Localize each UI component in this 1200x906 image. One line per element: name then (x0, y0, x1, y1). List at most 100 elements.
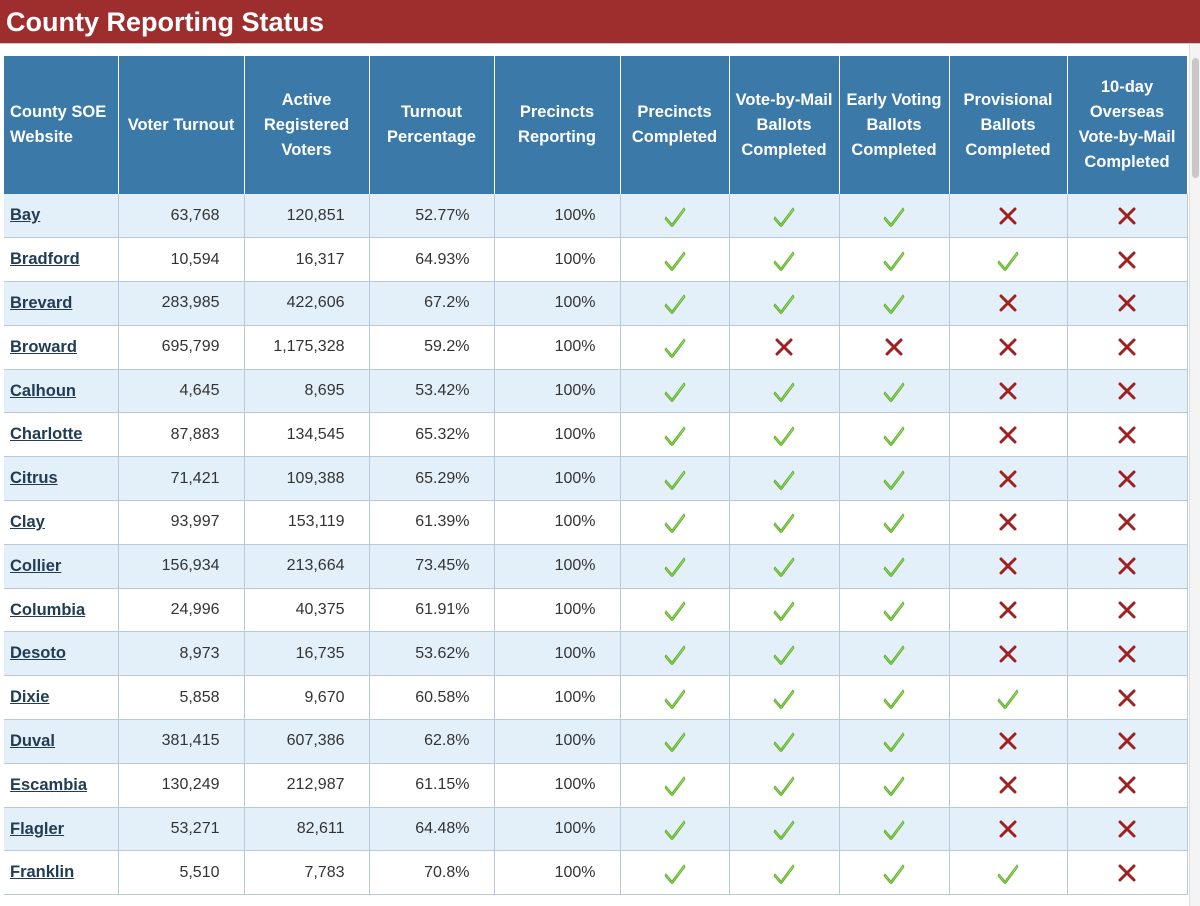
check-icon (883, 818, 905, 840)
precincts-reporting-cell: 100% (494, 412, 621, 458)
check-icon (773, 643, 795, 665)
county-link[interactable]: Columbia (10, 600, 86, 619)
scrollbar-thumb[interactable] (1192, 58, 1199, 178)
provisional-completed-cell (949, 412, 1068, 458)
cross-icon (1116, 292, 1138, 314)
county-cell: Escambia (4, 763, 119, 808)
provisional-completed-cell (949, 500, 1068, 545)
check-icon (883, 599, 905, 621)
header-overseas-completed: 10-day Overseas Vote-by-Mail Completed (1067, 56, 1188, 194)
turnout-percentage-cell: 61.91% (369, 588, 495, 633)
voter-turnout-cell: 93,997 (118, 500, 245, 545)
registered-voters-cell: 82,611 (244, 807, 370, 852)
vbm-completed-cell (729, 763, 840, 808)
table-row: Bay 63,768 120,851 52.77% 100% (4, 194, 1188, 239)
cross-icon (997, 599, 1019, 621)
check-icon (664, 336, 686, 359)
county-link[interactable]: Charlotte (10, 425, 83, 444)
cross-icon (1116, 336, 1138, 358)
cross-icon (1116, 424, 1138, 446)
precincts-reporting-cell: 100% (494, 325, 621, 370)
header-county: County SOE Website (4, 56, 119, 194)
check-icon (997, 862, 1019, 884)
voter-turnout-cell: 24,996 (118, 588, 245, 633)
check-icon (773, 599, 795, 621)
cross-icon (1116, 555, 1138, 577)
header-row: County SOE Website Voter Turnout Active … (4, 56, 1188, 194)
check-icon (883, 249, 905, 271)
county-link[interactable]: Bay (10, 206, 41, 225)
check-icon (664, 862, 686, 884)
provisional-completed-cell (949, 675, 1068, 721)
voter-turnout-cell: 4,645 (118, 369, 245, 414)
county-cell: Desoto (4, 631, 119, 677)
table-row: Clay 93,997 153,119 61.39% 100% (4, 500, 1188, 545)
cross-icon (997, 643, 1019, 665)
check-icon (773, 292, 795, 315)
cross-icon (883, 336, 905, 358)
vbm-completed-cell (729, 588, 840, 633)
county-link[interactable]: Duval (10, 731, 55, 750)
precincts-completed-cell (620, 850, 730, 896)
county-link[interactable]: Clay (10, 512, 45, 531)
vbm-completed-cell (729, 675, 840, 721)
table-row: Brevard 283,985 422,606 67.2% 100% (4, 281, 1188, 326)
voter-turnout-cell: 8,973 (118, 631, 245, 677)
vbm-completed-cell (729, 631, 840, 677)
cross-icon (1116, 643, 1138, 665)
county-link[interactable]: Calhoun (10, 381, 76, 400)
registered-voters-cell: 1,175,328 (244, 325, 370, 370)
overseas-completed-cell (1067, 719, 1188, 764)
registered-voters-cell: 120,851 (244, 194, 370, 239)
check-icon (773, 862, 795, 884)
voter-turnout-cell: 381,415 (118, 719, 245, 764)
vbm-completed-cell (729, 456, 840, 502)
county-link[interactable]: Brevard (10, 293, 73, 312)
county-link[interactable]: Citrus (10, 469, 58, 488)
header-vbm-completed: Vote-by-Mail Ballots Completed (729, 56, 840, 194)
early-voting-completed-cell (839, 325, 950, 370)
vertical-scrollbar[interactable] (1189, 44, 1200, 906)
provisional-completed-cell (949, 369, 1068, 414)
registered-voters-cell: 9,670 (244, 675, 370, 721)
early-voting-completed-cell (839, 456, 950, 502)
county-link[interactable]: Desoto (10, 644, 66, 663)
check-icon (664, 205, 686, 227)
cross-icon (997, 205, 1019, 227)
voter-turnout-cell: 695,799 (118, 325, 245, 370)
county-link[interactable]: Flagler (10, 819, 65, 838)
provisional-completed-cell (949, 588, 1068, 633)
overseas-completed-cell (1067, 588, 1188, 633)
voter-turnout-cell: 53,271 (118, 807, 245, 852)
check-icon (664, 730, 686, 753)
table-scroll-area[interactable]: County SOE Website Voter Turnout Active … (0, 44, 1200, 906)
check-icon (997, 249, 1019, 271)
provisional-completed-cell (949, 763, 1068, 808)
county-link[interactable]: Collier (10, 556, 62, 575)
check-icon (883, 774, 905, 797)
voter-turnout-cell: 63,768 (118, 194, 245, 239)
turnout-percentage-cell: 65.29% (369, 456, 495, 502)
county-link[interactable]: Escambia (10, 775, 88, 794)
voter-turnout-cell: 5,510 (118, 850, 245, 896)
header-precincts-completed: Precincts Completed (620, 56, 730, 194)
cross-icon (997, 380, 1019, 402)
vbm-completed-cell (729, 325, 840, 370)
county-link[interactable]: Dixie (10, 688, 50, 707)
vbm-completed-cell (729, 194, 840, 239)
registered-voters-cell: 134,545 (244, 412, 370, 458)
table-row: Escambia 130,249 212,987 61.15% 100% (4, 763, 1188, 808)
table-row: Calhoun 4,645 8,695 53.42% 100% (4, 369, 1188, 414)
precincts-completed-cell (620, 500, 730, 545)
registered-voters-cell: 7,783 (244, 850, 370, 896)
table-row: Dixie 5,858 9,670 60.58% 100% (4, 675, 1188, 721)
county-link[interactable]: Franklin (10, 863, 75, 882)
provisional-completed-cell (949, 325, 1068, 370)
county-link[interactable]: Bradford (10, 250, 80, 269)
county-cell: Calhoun (4, 369, 119, 414)
county-link[interactable]: Broward (10, 337, 77, 356)
turnout-percentage-cell: 62.8% (369, 719, 495, 764)
precincts-reporting-cell: 100% (494, 850, 621, 896)
check-icon (883, 730, 905, 753)
registered-voters-cell: 422,606 (244, 281, 370, 326)
